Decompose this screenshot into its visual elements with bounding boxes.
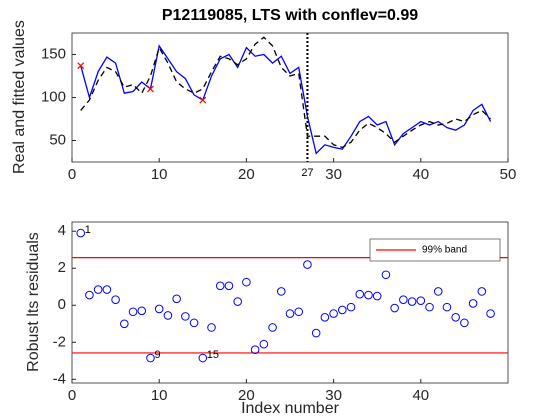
residual-point [172, 294, 181, 304]
x-tick-label: 40 [412, 387, 429, 404]
axes-frame [71, 221, 509, 384]
residual-point [399, 295, 408, 305]
x-tick-label: 10 [151, 166, 168, 183]
residual-point [233, 297, 242, 306]
residual-point [102, 285, 112, 294]
residual-point [486, 309, 495, 318]
x-tick-label: 30 [325, 387, 342, 404]
residual-point [85, 290, 94, 300]
x-tick-label: 30 [325, 166, 342, 183]
point-label: 9 [154, 349, 160, 361]
y-tick-label: -2 [53, 333, 66, 350]
y-axis-label: Robust lts residuals [25, 232, 42, 372]
residual-point [329, 309, 338, 318]
vertical-marker-label: 27 [301, 167, 313, 179]
y-tick-label: 50 [49, 131, 66, 148]
residual-point [259, 339, 269, 349]
residual-point [154, 304, 164, 314]
residual-point [364, 290, 373, 300]
residual-point [276, 287, 286, 296]
residual-point [137, 306, 147, 316]
residual-point [128, 307, 138, 317]
residual-point [189, 318, 199, 328]
residual-point [285, 309, 295, 318]
y-tick-label: 100 [41, 88, 66, 105]
series-line [80, 44, 492, 155]
legend-label: 99% band [422, 245, 467, 256]
x-tick-label: 10 [151, 387, 168, 404]
y-tick-label: 150 [41, 45, 66, 62]
y-tick-label: 2 [58, 259, 66, 276]
residual-point [451, 313, 460, 322]
x-tick-label: 0 [68, 166, 76, 183]
x-tick-label: 50 [500, 166, 517, 183]
residual-point [163, 311, 173, 320]
residual-point [311, 328, 321, 338]
chart-title: P12119085, LTS with conflev=0.99 [162, 7, 418, 24]
legend-box [369, 238, 501, 262]
residual-point [442, 302, 452, 312]
residual-point [416, 296, 426, 305]
residual-point [146, 353, 155, 363]
residual-point [355, 289, 365, 299]
outlier-marker [199, 96, 207, 104]
y-axis-label: Real and fitted values [11, 20, 28, 174]
residual-point [198, 353, 208, 363]
residual-point [468, 299, 478, 308]
residual-point [207, 323, 216, 332]
residual-point [294, 307, 304, 317]
residual-point [320, 313, 330, 322]
residual-point [372, 291, 382, 301]
x-tick-label: 0 [68, 387, 76, 404]
residual-point [242, 277, 251, 287]
series-line [80, 36, 492, 149]
y-tick-label: 0 [58, 296, 66, 313]
x-tick-label: 20 [238, 166, 255, 183]
residual-point [346, 302, 356, 312]
point-label: 15 [207, 349, 219, 361]
residual-point [268, 323, 277, 332]
outlier-marker [77, 62, 85, 70]
y-tick-label: 4 [58, 222, 66, 239]
x-axis-label: Index number [241, 400, 340, 417]
residual-point [433, 287, 443, 296]
x-tick-label: 40 [412, 166, 429, 183]
residual-point [111, 295, 120, 305]
residual-point [76, 228, 86, 238]
outlier-marker [147, 85, 154, 93]
residual-point [215, 281, 225, 291]
residual-point [425, 302, 434, 312]
residual-point [250, 345, 260, 354]
x-tick-label: 20 [238, 387, 255, 404]
residual-point [224, 281, 234, 291]
residual-point [303, 260, 312, 269]
y-tick-label: -4 [53, 370, 66, 387]
residual-point [181, 312, 190, 321]
residual-point [477, 287, 487, 296]
residual-point [460, 318, 469, 328]
point-label: 1 [85, 224, 91, 236]
residual-point [120, 319, 129, 329]
axes-frame [71, 32, 509, 163]
residual-point [338, 305, 347, 315]
residual-point [390, 303, 399, 313]
residual-point [381, 270, 391, 280]
residual-point [407, 297, 417, 306]
residual-point [93, 285, 103, 294]
